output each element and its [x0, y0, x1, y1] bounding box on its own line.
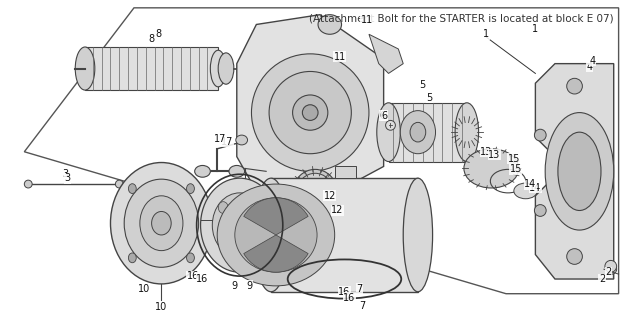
- Ellipse shape: [534, 129, 546, 141]
- Ellipse shape: [129, 184, 136, 193]
- Ellipse shape: [115, 180, 124, 188]
- Text: 2: 2: [599, 274, 605, 284]
- Ellipse shape: [302, 105, 318, 120]
- Bar: [335, 166, 356, 178]
- Ellipse shape: [129, 253, 136, 263]
- Text: 6: 6: [380, 110, 386, 120]
- Text: 2: 2: [605, 267, 612, 277]
- Ellipse shape: [607, 264, 617, 274]
- Ellipse shape: [195, 165, 211, 177]
- Ellipse shape: [455, 103, 479, 162]
- Text: 4: 4: [586, 61, 592, 71]
- Text: (Attachment Bolt for the STARTER is located at block E 07): (Attachment Bolt for the STARTER is loca…: [309, 14, 614, 24]
- Text: 16: 16: [339, 287, 351, 297]
- Text: 11: 11: [333, 52, 346, 62]
- Text: 5: 5: [420, 80, 426, 90]
- Ellipse shape: [225, 207, 255, 243]
- Text: 12: 12: [324, 191, 336, 201]
- Ellipse shape: [124, 179, 198, 267]
- Text: 11: 11: [361, 15, 373, 25]
- Text: 9: 9: [246, 281, 253, 291]
- Wedge shape: [244, 198, 308, 235]
- Text: 13: 13: [480, 147, 493, 157]
- Ellipse shape: [403, 178, 433, 292]
- Ellipse shape: [235, 198, 317, 272]
- Text: 3: 3: [65, 173, 70, 183]
- Ellipse shape: [76, 47, 95, 90]
- Text: 16: 16: [187, 271, 199, 281]
- Ellipse shape: [545, 113, 614, 230]
- Text: 12: 12: [332, 206, 344, 216]
- Text: 5: 5: [426, 93, 433, 103]
- Ellipse shape: [385, 120, 396, 130]
- Polygon shape: [237, 15, 383, 201]
- Ellipse shape: [252, 54, 369, 171]
- Polygon shape: [536, 64, 614, 279]
- Text: 10: 10: [138, 284, 150, 294]
- Text: 16: 16: [343, 293, 355, 303]
- Bar: [85, 47, 218, 90]
- Ellipse shape: [218, 53, 234, 84]
- Ellipse shape: [229, 165, 244, 177]
- Ellipse shape: [294, 169, 337, 212]
- Ellipse shape: [246, 243, 255, 255]
- Ellipse shape: [400, 111, 436, 154]
- Text: 7: 7: [356, 284, 362, 294]
- Ellipse shape: [246, 196, 255, 207]
- Ellipse shape: [200, 178, 279, 272]
- Text: 13: 13: [488, 150, 500, 160]
- Ellipse shape: [605, 261, 617, 272]
- Text: 6: 6: [381, 110, 388, 120]
- Ellipse shape: [298, 173, 333, 208]
- Ellipse shape: [140, 196, 183, 251]
- Ellipse shape: [377, 103, 400, 162]
- Text: 15: 15: [509, 164, 522, 174]
- Ellipse shape: [558, 132, 601, 211]
- Text: 17: 17: [221, 137, 233, 147]
- Ellipse shape: [236, 135, 248, 145]
- Text: 3: 3: [62, 169, 68, 179]
- Ellipse shape: [212, 193, 267, 257]
- Ellipse shape: [269, 71, 351, 154]
- Ellipse shape: [464, 149, 519, 188]
- Ellipse shape: [514, 183, 538, 199]
- Text: 17: 17: [214, 134, 227, 144]
- Text: 4: 4: [589, 56, 595, 66]
- Text: 1: 1: [483, 29, 490, 39]
- Ellipse shape: [292, 95, 328, 130]
- Text: 16: 16: [196, 274, 209, 284]
- Polygon shape: [369, 34, 403, 73]
- Bar: [271, 178, 418, 292]
- Bar: [388, 103, 467, 162]
- Ellipse shape: [186, 184, 195, 193]
- Ellipse shape: [186, 253, 195, 263]
- Text: 14: 14: [529, 183, 541, 193]
- Text: 1: 1: [532, 24, 538, 34]
- Text: 9: 9: [232, 281, 238, 291]
- Ellipse shape: [24, 180, 32, 188]
- Ellipse shape: [534, 205, 546, 216]
- Ellipse shape: [253, 178, 289, 292]
- Text: 7: 7: [359, 301, 365, 311]
- Text: 8: 8: [148, 34, 155, 44]
- Text: 10: 10: [156, 302, 168, 312]
- Ellipse shape: [410, 122, 426, 142]
- Ellipse shape: [566, 249, 582, 264]
- Ellipse shape: [232, 216, 248, 234]
- Ellipse shape: [318, 15, 342, 34]
- Ellipse shape: [111, 163, 212, 284]
- Text: 8: 8: [156, 29, 161, 39]
- Ellipse shape: [218, 202, 228, 213]
- Wedge shape: [244, 235, 308, 272]
- Ellipse shape: [152, 212, 171, 235]
- Ellipse shape: [257, 187, 285, 283]
- Text: 15: 15: [508, 154, 520, 163]
- Ellipse shape: [566, 78, 582, 94]
- Ellipse shape: [218, 237, 228, 249]
- Text: 14: 14: [524, 179, 536, 189]
- Ellipse shape: [217, 184, 335, 286]
- Ellipse shape: [211, 50, 226, 87]
